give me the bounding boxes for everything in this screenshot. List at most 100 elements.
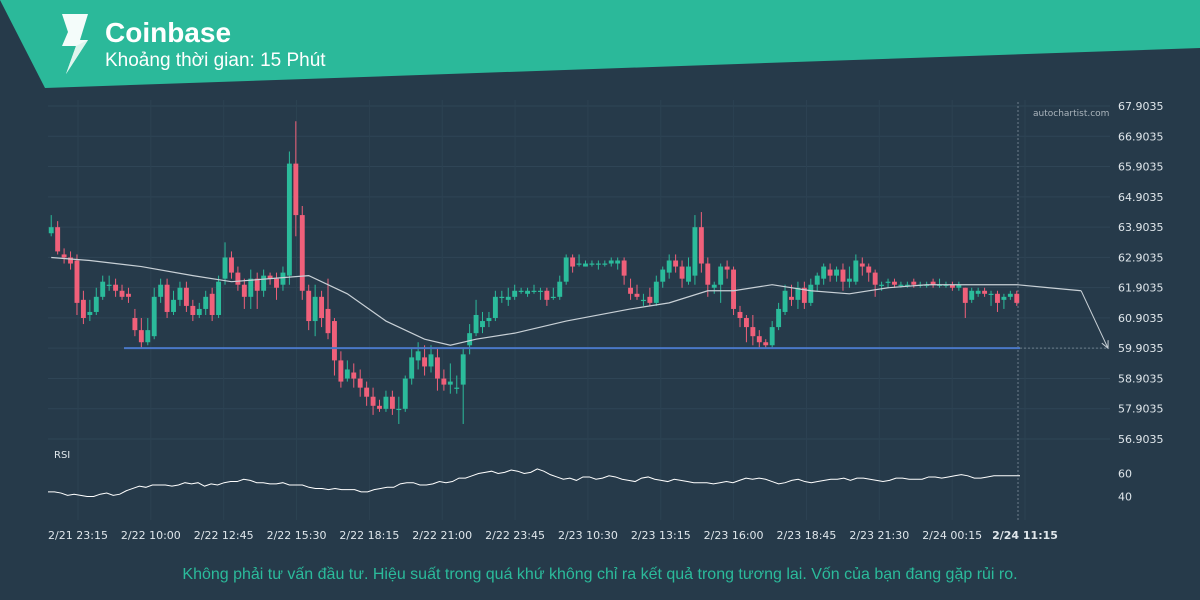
candle	[969, 287, 975, 303]
rsi-line	[48, 468, 1020, 497]
candle	[467, 324, 473, 355]
candle	[441, 369, 447, 391]
disclaimer: Không phải tư vấn đầu tư. Hiệu suất tron…	[182, 566, 1018, 583]
candle	[512, 284, 518, 300]
moving-average-line	[51, 256, 1082, 346]
candle	[357, 369, 363, 397]
candle	[750, 314, 756, 346]
candle	[428, 345, 434, 373]
candle	[544, 287, 550, 306]
candle	[351, 363, 357, 388]
candle	[686, 257, 691, 285]
candle	[171, 290, 176, 315]
price-tick-label: 65.9035	[1118, 161, 1164, 174]
candle	[853, 254, 859, 285]
candle	[364, 381, 370, 406]
candle	[1007, 290, 1013, 300]
projection-line	[1080, 290, 1109, 349]
price-tick-label: 61.9035	[1118, 282, 1164, 295]
candle	[196, 302, 202, 319]
candle	[389, 390, 395, 415]
candle	[434, 348, 440, 391]
candle	[119, 284, 125, 300]
candle	[158, 278, 164, 303]
candle	[949, 281, 955, 291]
candle	[892, 278, 897, 288]
candle	[299, 206, 305, 300]
candle	[595, 260, 601, 270]
candle	[885, 278, 891, 288]
time-tick-label: 2/22 12:45	[194, 529, 254, 542]
time-tick-label: 2/23 13:15	[631, 529, 691, 542]
candle	[743, 314, 749, 343]
candle	[61, 248, 67, 264]
price-tick-label: 64.9035	[1118, 191, 1164, 204]
candle	[460, 348, 466, 424]
candle	[583, 260, 588, 267]
price-tick-label: 63.9035	[1118, 221, 1164, 234]
candle	[222, 242, 228, 285]
candle	[821, 263, 827, 285]
candle	[344, 360, 350, 382]
candle	[795, 281, 801, 309]
candle	[415, 342, 421, 370]
candle	[737, 305, 743, 328]
time-tick-label: 2/22 23:45	[485, 529, 545, 542]
candle	[280, 266, 286, 291]
candle	[801, 281, 807, 309]
candle	[293, 121, 299, 237]
candle	[87, 299, 93, 322]
candle	[229, 251, 234, 279]
candle	[956, 281, 962, 291]
candle	[563, 254, 569, 285]
candle	[499, 290, 505, 303]
time-tick-label: 2/22 18:15	[339, 529, 399, 542]
candle	[570, 254, 576, 273]
candle	[203, 290, 209, 315]
time-tick-label: 2/24 00:15	[922, 529, 982, 542]
projection-arrowhead	[1101, 340, 1109, 350]
candle	[763, 339, 769, 349]
candle	[48, 215, 54, 237]
price-tick-label: 57.9035	[1118, 403, 1164, 416]
candle	[422, 345, 428, 376]
candle	[473, 299, 479, 337]
candle	[254, 272, 260, 309]
header-banner	[0, 0, 1200, 88]
candle	[480, 311, 485, 334]
price-axis: 67.9035 66.9035 65.9035 64.9035 63.9035 62.90…	[1118, 100, 1164, 446]
candle	[454, 375, 460, 394]
candle	[68, 251, 73, 270]
candle	[718, 263, 724, 303]
candle	[982, 287, 988, 297]
candle	[557, 275, 563, 300]
candle	[138, 318, 144, 349]
candle	[306, 284, 312, 331]
candle	[995, 290, 1000, 312]
candle	[988, 290, 994, 306]
candle	[576, 254, 582, 267]
candle	[274, 272, 279, 300]
candle	[647, 287, 653, 306]
candle	[531, 284, 537, 294]
candle	[808, 278, 814, 306]
time-axis: 2/21 23:15 2/22 10:00 2/22 12:45 2/22 15:30…	[48, 529, 1058, 542]
candle	[975, 287, 981, 297]
candle	[1001, 293, 1007, 309]
price-tick-label: 60.9035	[1118, 312, 1164, 325]
candle	[132, 308, 138, 337]
candle	[319, 290, 325, 328]
candle	[145, 318, 151, 346]
candle	[93, 287, 99, 315]
candle	[486, 311, 492, 328]
candle	[518, 287, 524, 294]
rsi-tick-label: 40	[1118, 491, 1132, 504]
candle	[164, 278, 170, 319]
moving-average-series	[51, 256, 1082, 346]
price-tick-label: 58.9035	[1118, 372, 1164, 385]
candle	[782, 284, 788, 315]
candle	[106, 275, 112, 291]
price-tick-label: 62.9035	[1118, 251, 1164, 264]
candle	[190, 299, 196, 322]
candle	[872, 269, 878, 297]
